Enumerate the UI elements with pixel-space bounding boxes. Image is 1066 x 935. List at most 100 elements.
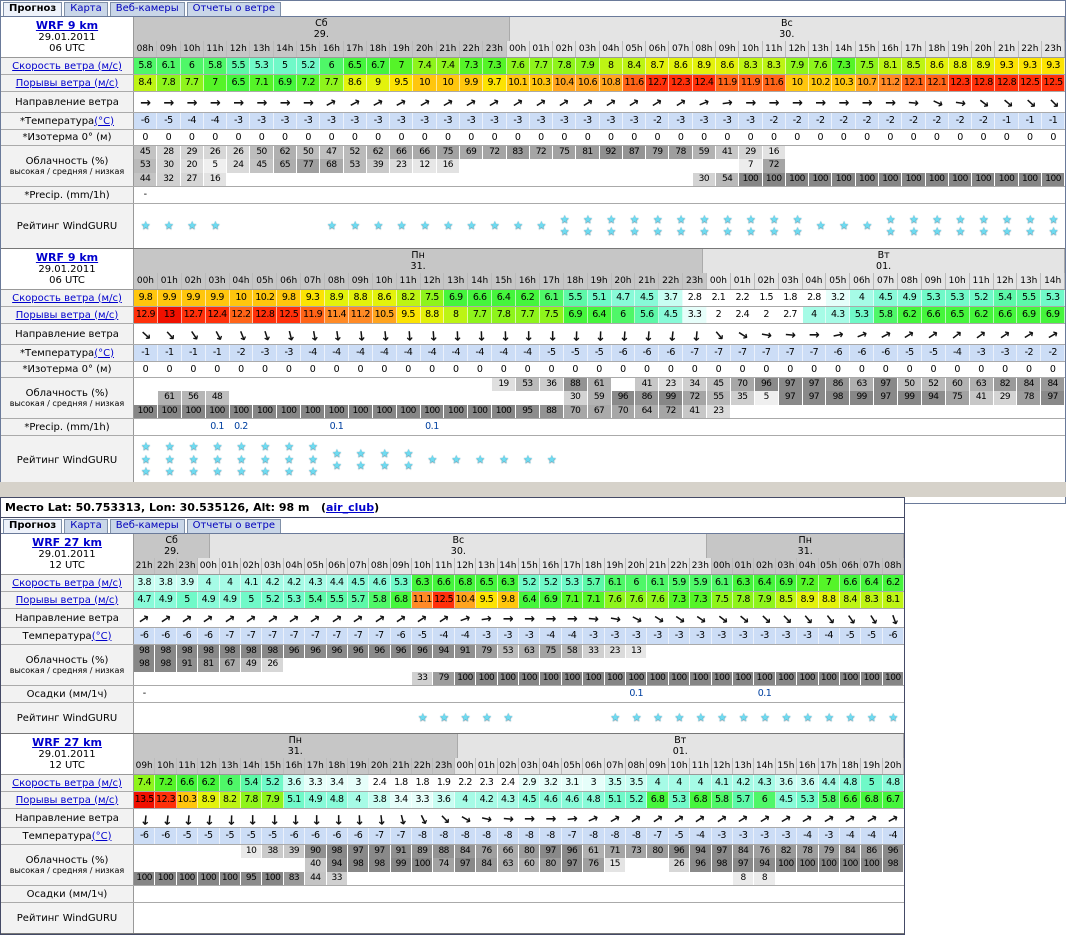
wind-gusts-link[interactable]: Порывы ветра (м/с) xyxy=(15,594,119,606)
wind-speed-link[interactable]: Скорость ветра (м/с) xyxy=(12,292,122,304)
rating-cell: ★ xyxy=(390,204,413,248)
cloud-mid-cell xyxy=(692,159,716,173)
wind-speed-cell: 2.4 xyxy=(369,775,391,791)
day-abbr: Вс xyxy=(452,535,465,546)
hour-header: 09h xyxy=(134,758,156,774)
wind-speed-link[interactable]: Скорость ветра (м/с) xyxy=(12,577,122,589)
cloud-cover-column: 100 xyxy=(325,378,349,418)
wind-gust-cell: 7.6 xyxy=(647,592,669,608)
row-cells-cloud-cover: 100 100 100 100 100 10 95 38 100 39 83 90 40 44 98 94 33… xyxy=(134,845,905,885)
wind-gust-cell: 12.8 xyxy=(253,307,278,323)
wind-speed-cell: 4.5 xyxy=(874,290,898,306)
wind-gusts-link[interactable]: Порывы ветра (м/с) xyxy=(15,309,119,321)
tab-карта[interactable]: Карта xyxy=(64,519,108,533)
wind-direction-arrow-icon: → xyxy=(414,811,433,827)
wind-direction-cell: → xyxy=(786,92,809,112)
temperature-cell: -4 xyxy=(468,345,493,361)
temperature-unit-link[interactable]: (°C) xyxy=(91,630,112,642)
wind-speed-cell: 6.9 xyxy=(444,290,469,306)
hour-header: 11h xyxy=(690,758,712,774)
model-link[interactable]: WRF 9 km xyxy=(35,251,99,264)
isotherm-cell: 0 xyxy=(994,362,1018,377)
wind-direction-arrow-icon: → xyxy=(838,96,850,111)
wind-direction-arrow-icon: → xyxy=(884,612,903,627)
tab-веб-камеры[interactable]: Веб-камеры xyxy=(109,519,185,533)
tab-отчеты-о-ветре[interactable]: Отчеты о ветре xyxy=(186,2,281,16)
cloud-high-cell: 38 xyxy=(262,845,283,859)
rating-cell xyxy=(134,703,155,733)
temperature-cell: -4 xyxy=(882,828,905,844)
cloud-high-cell: 69 xyxy=(459,146,483,160)
cloud-high-cell: 96 xyxy=(882,845,904,859)
spot-link[interactable]: air_club xyxy=(325,501,375,514)
wind-direction-arrow-icon: → xyxy=(256,96,268,111)
tab-прогноз[interactable]: Прогноз xyxy=(3,2,63,16)
wind-gust-cell: 6.9 xyxy=(563,307,588,323)
temperature-unit-link[interactable]: (°C) xyxy=(91,830,112,842)
cloud-mid-cell: 98 xyxy=(882,858,904,872)
temperature-cell: -6 xyxy=(826,345,851,361)
row-isotherm: *Изотерма 0° (м) 0 0 0 0 0 0 0 0 0 0 0 0 0 0 0 0 0 0 0 0 0 0 0 0… xyxy=(1,130,1066,146)
temperature-cell: -4 xyxy=(540,628,562,644)
hour-header: 00h xyxy=(198,558,220,574)
rating-cell: ★ ★ ★ xyxy=(158,436,182,484)
tab-карта[interactable]: Карта xyxy=(64,2,108,16)
precipitation-cell: 0.1 xyxy=(626,686,648,702)
wind-gusts-link[interactable]: Порывы ветра (м/с) xyxy=(15,77,119,89)
wind-gust-cell: 9.7 xyxy=(483,75,507,91)
wind-speed-link[interactable]: Скорость ветра (м/с) xyxy=(12,60,122,72)
wind-direction-arrow-icon: → xyxy=(760,327,774,344)
cloud-cover-column: 100 xyxy=(948,146,973,186)
rating-star-icon: ★ xyxy=(559,212,570,226)
model-link[interactable]: WRF 27 km xyxy=(32,736,102,749)
tab-веб-камеры[interactable]: Веб-камеры xyxy=(109,2,185,16)
wind-gust-cell: 5.3 xyxy=(797,792,819,808)
wind-gust-cell: 7.3 xyxy=(668,592,691,608)
precipitation-cell xyxy=(553,187,577,203)
wind-speed-cell: 7.3 xyxy=(483,58,507,74)
row-wind-speed: Скорость ветра (м/с) 9.8 9.9 9.9 9.9 10 10.2 9.… xyxy=(1,290,1066,307)
model-link[interactable]: WRF 27 km xyxy=(32,536,102,549)
wtable-t3: WRF 27 km 29.01.2011 12 UTC Сб 29. Вс 30. Пн 31.… xyxy=(1,534,905,734)
temperature-cell: -3 xyxy=(553,113,577,129)
cloud-high-cell: 50 xyxy=(250,146,273,160)
wind-gust-cell: 5.3 xyxy=(668,792,691,808)
cloud-mid-cell: 45 xyxy=(250,159,273,173)
temperature-cell: -7 xyxy=(707,345,731,361)
tab-отчеты-о-ветре[interactable]: Отчеты о ветре xyxy=(186,519,281,533)
wind-speed-link[interactable]: Скорость ветра (м/с) xyxy=(12,777,122,789)
precipitation-cell xyxy=(516,419,540,435)
cloud-high-cell xyxy=(134,845,155,859)
wind-gust-cell: 13.5 xyxy=(134,792,156,808)
wind-gust-cell: 12.5 xyxy=(277,307,302,323)
wind-direction-cell: → xyxy=(297,92,320,112)
cloud-low-cell xyxy=(476,871,497,885)
isotherm-cell: 0 xyxy=(786,130,810,145)
rating-star-icon: ★ xyxy=(792,212,803,226)
cloud-cover-column: 53 95 xyxy=(516,378,540,418)
wind-gusts-link[interactable]: Порывы ветра (м/с) xyxy=(15,794,119,806)
cloud-mid-cell xyxy=(176,858,198,872)
rating-cell: ★ ★ xyxy=(949,204,972,248)
wind-direction-cell: → xyxy=(540,809,561,827)
temperature-cell: -5 xyxy=(587,345,612,361)
cloud-mid-cell xyxy=(604,658,625,672)
row-label-precipitation: *Precip. (mm/1h) xyxy=(1,187,134,203)
cloud-high-cell: 96 xyxy=(305,645,326,659)
tab-прогноз[interactable]: Прогноз xyxy=(3,519,63,533)
cloud-low-cell: 100 xyxy=(205,404,229,418)
cloud-low-cell xyxy=(436,172,459,186)
hour-header: 04h xyxy=(540,758,562,774)
cloud-cover-column: 100 xyxy=(855,146,879,186)
model-link[interactable]: WRF 9 km xyxy=(35,19,99,32)
cloud-high-cell xyxy=(832,146,855,160)
wind-direction-cell: → xyxy=(600,92,623,112)
temperature-unit-link[interactable]: (°C) xyxy=(94,347,114,359)
temperature-unit-link[interactable]: (°C) xyxy=(94,115,114,127)
cloud-high-cell: 88 xyxy=(563,378,587,392)
rating-star-icon: ★ xyxy=(769,212,780,226)
cloud-mid-cell xyxy=(797,658,818,672)
wind-direction-arrow-icon: → xyxy=(532,94,550,112)
rating-cell: ★ ★ ★ xyxy=(277,436,301,484)
temperature-cell: -8 xyxy=(540,828,562,844)
